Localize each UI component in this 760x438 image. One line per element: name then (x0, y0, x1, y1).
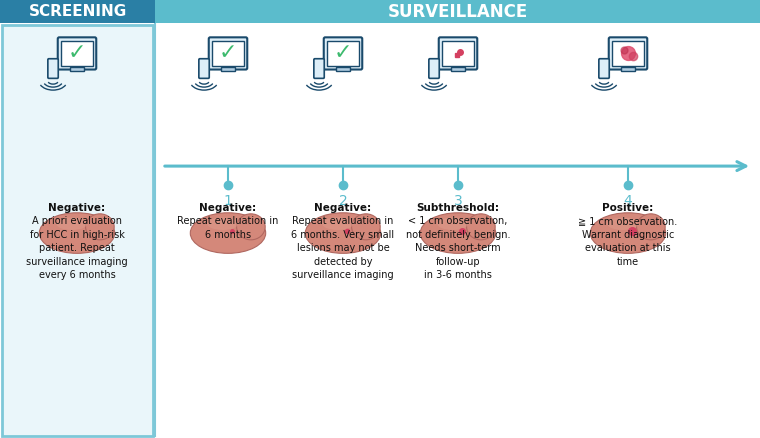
Ellipse shape (352, 214, 380, 240)
FancyBboxPatch shape (48, 59, 59, 78)
Ellipse shape (467, 214, 496, 240)
FancyBboxPatch shape (209, 37, 247, 70)
FancyBboxPatch shape (609, 37, 648, 70)
FancyBboxPatch shape (314, 59, 325, 78)
Ellipse shape (420, 213, 496, 253)
Ellipse shape (607, 218, 638, 230)
FancyBboxPatch shape (324, 37, 363, 70)
Ellipse shape (306, 213, 381, 253)
Text: 4: 4 (624, 194, 632, 208)
Ellipse shape (207, 218, 239, 230)
Ellipse shape (236, 214, 265, 240)
Bar (613, 41, 644, 66)
Text: 1: 1 (223, 194, 233, 208)
FancyBboxPatch shape (58, 37, 97, 70)
Ellipse shape (56, 218, 87, 230)
Ellipse shape (190, 213, 266, 253)
FancyBboxPatch shape (199, 59, 209, 78)
Text: < 1 cm observation,
not definitely benign.
Needs short-term
follow-up
in 3-6 mon: < 1 cm observation, not definitely benig… (406, 216, 510, 280)
Bar (336, 67, 350, 71)
Ellipse shape (591, 213, 666, 253)
Bar (220, 67, 236, 71)
Ellipse shape (86, 214, 114, 240)
Bar (70, 67, 84, 71)
Ellipse shape (40, 213, 115, 253)
FancyBboxPatch shape (599, 59, 610, 78)
Text: Repeat evaluation in
6 months: Repeat evaluation in 6 months (177, 216, 279, 240)
Ellipse shape (322, 218, 353, 230)
Text: ✓: ✓ (334, 43, 352, 64)
Text: ≧ 1 cm observation.
Warrant diagnostic
evaluation at this
time: ≧ 1 cm observation. Warrant diagnostic e… (578, 216, 678, 267)
Bar (442, 41, 473, 66)
Ellipse shape (637, 214, 665, 240)
Text: Negative:: Negative: (49, 203, 106, 213)
Text: Subthreshold:: Subthreshold: (416, 203, 499, 213)
Bar (155, 0, 760, 23)
Text: ✓: ✓ (219, 43, 237, 64)
FancyBboxPatch shape (429, 59, 439, 78)
Text: Negative:: Negative: (199, 203, 257, 213)
Bar (451, 67, 465, 71)
Text: Negative:: Negative: (315, 203, 372, 213)
Bar (621, 67, 635, 71)
Bar (62, 41, 93, 66)
Text: Positive:: Positive: (603, 203, 654, 213)
Bar (328, 41, 359, 66)
Bar (2, 25, 153, 436)
FancyBboxPatch shape (439, 37, 477, 70)
Bar (0, 0, 155, 23)
Text: A priori evaluation
for HCC in high-risk
patient. Repeat
surveillance imaging
ev: A priori evaluation for HCC in high-risk… (26, 216, 128, 280)
Text: 2: 2 (339, 194, 347, 208)
Text: 3: 3 (454, 194, 462, 208)
Text: Repeat evaluation in
6 months. Very small
lesions may not be
detected by
surveil: Repeat evaluation in 6 months. Very smal… (291, 216, 394, 280)
Text: SURVEILLANCE: SURVEILLANCE (388, 3, 527, 21)
Ellipse shape (437, 218, 468, 230)
Text: ✓: ✓ (68, 43, 86, 64)
Text: SCREENING: SCREENING (28, 4, 127, 19)
Bar (212, 41, 244, 66)
